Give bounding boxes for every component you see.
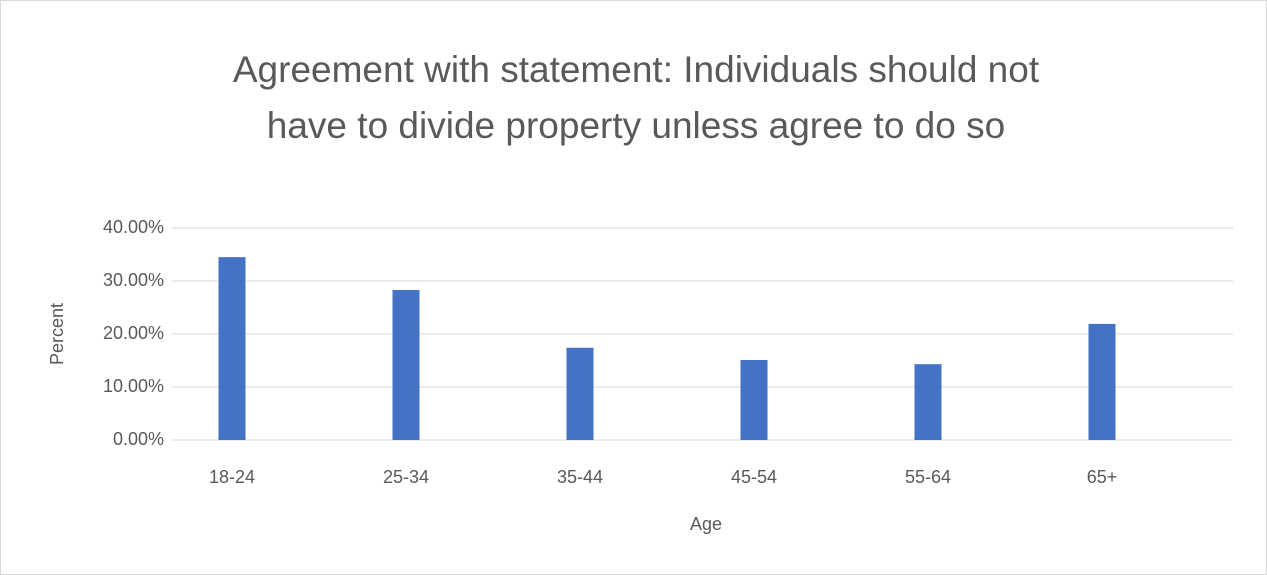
y-tick-label: 30.00%: [103, 270, 164, 290]
bar: [566, 347, 594, 440]
x-axis-label: Age: [690, 514, 722, 534]
y-tick-label: 20.00%: [103, 323, 164, 343]
x-tick-label: 18-24: [209, 467, 255, 487]
y-axis-label: Percent: [47, 303, 67, 365]
x-tick-label: 35-44: [557, 467, 603, 487]
chart-title: Agreement with statement: Individuals sh…: [233, 49, 1040, 90]
x-tick-label: 45-54: [731, 467, 777, 487]
x-tick-label: 55-64: [905, 467, 951, 487]
x-tick-label: 65+: [1087, 467, 1118, 487]
bar: [1088, 323, 1116, 440]
y-tick-label: 10.00%: [103, 376, 164, 396]
x-tick-label: 25-34: [383, 467, 429, 487]
bar: [914, 364, 942, 440]
y-tick-label: 40.00%: [103, 217, 164, 237]
bar: [392, 290, 420, 440]
y-tick-label: 0.00%: [113, 429, 164, 449]
bar: [740, 359, 768, 440]
chart-title: have to divide property unless agree to …: [267, 105, 1005, 146]
bar: [218, 257, 246, 440]
